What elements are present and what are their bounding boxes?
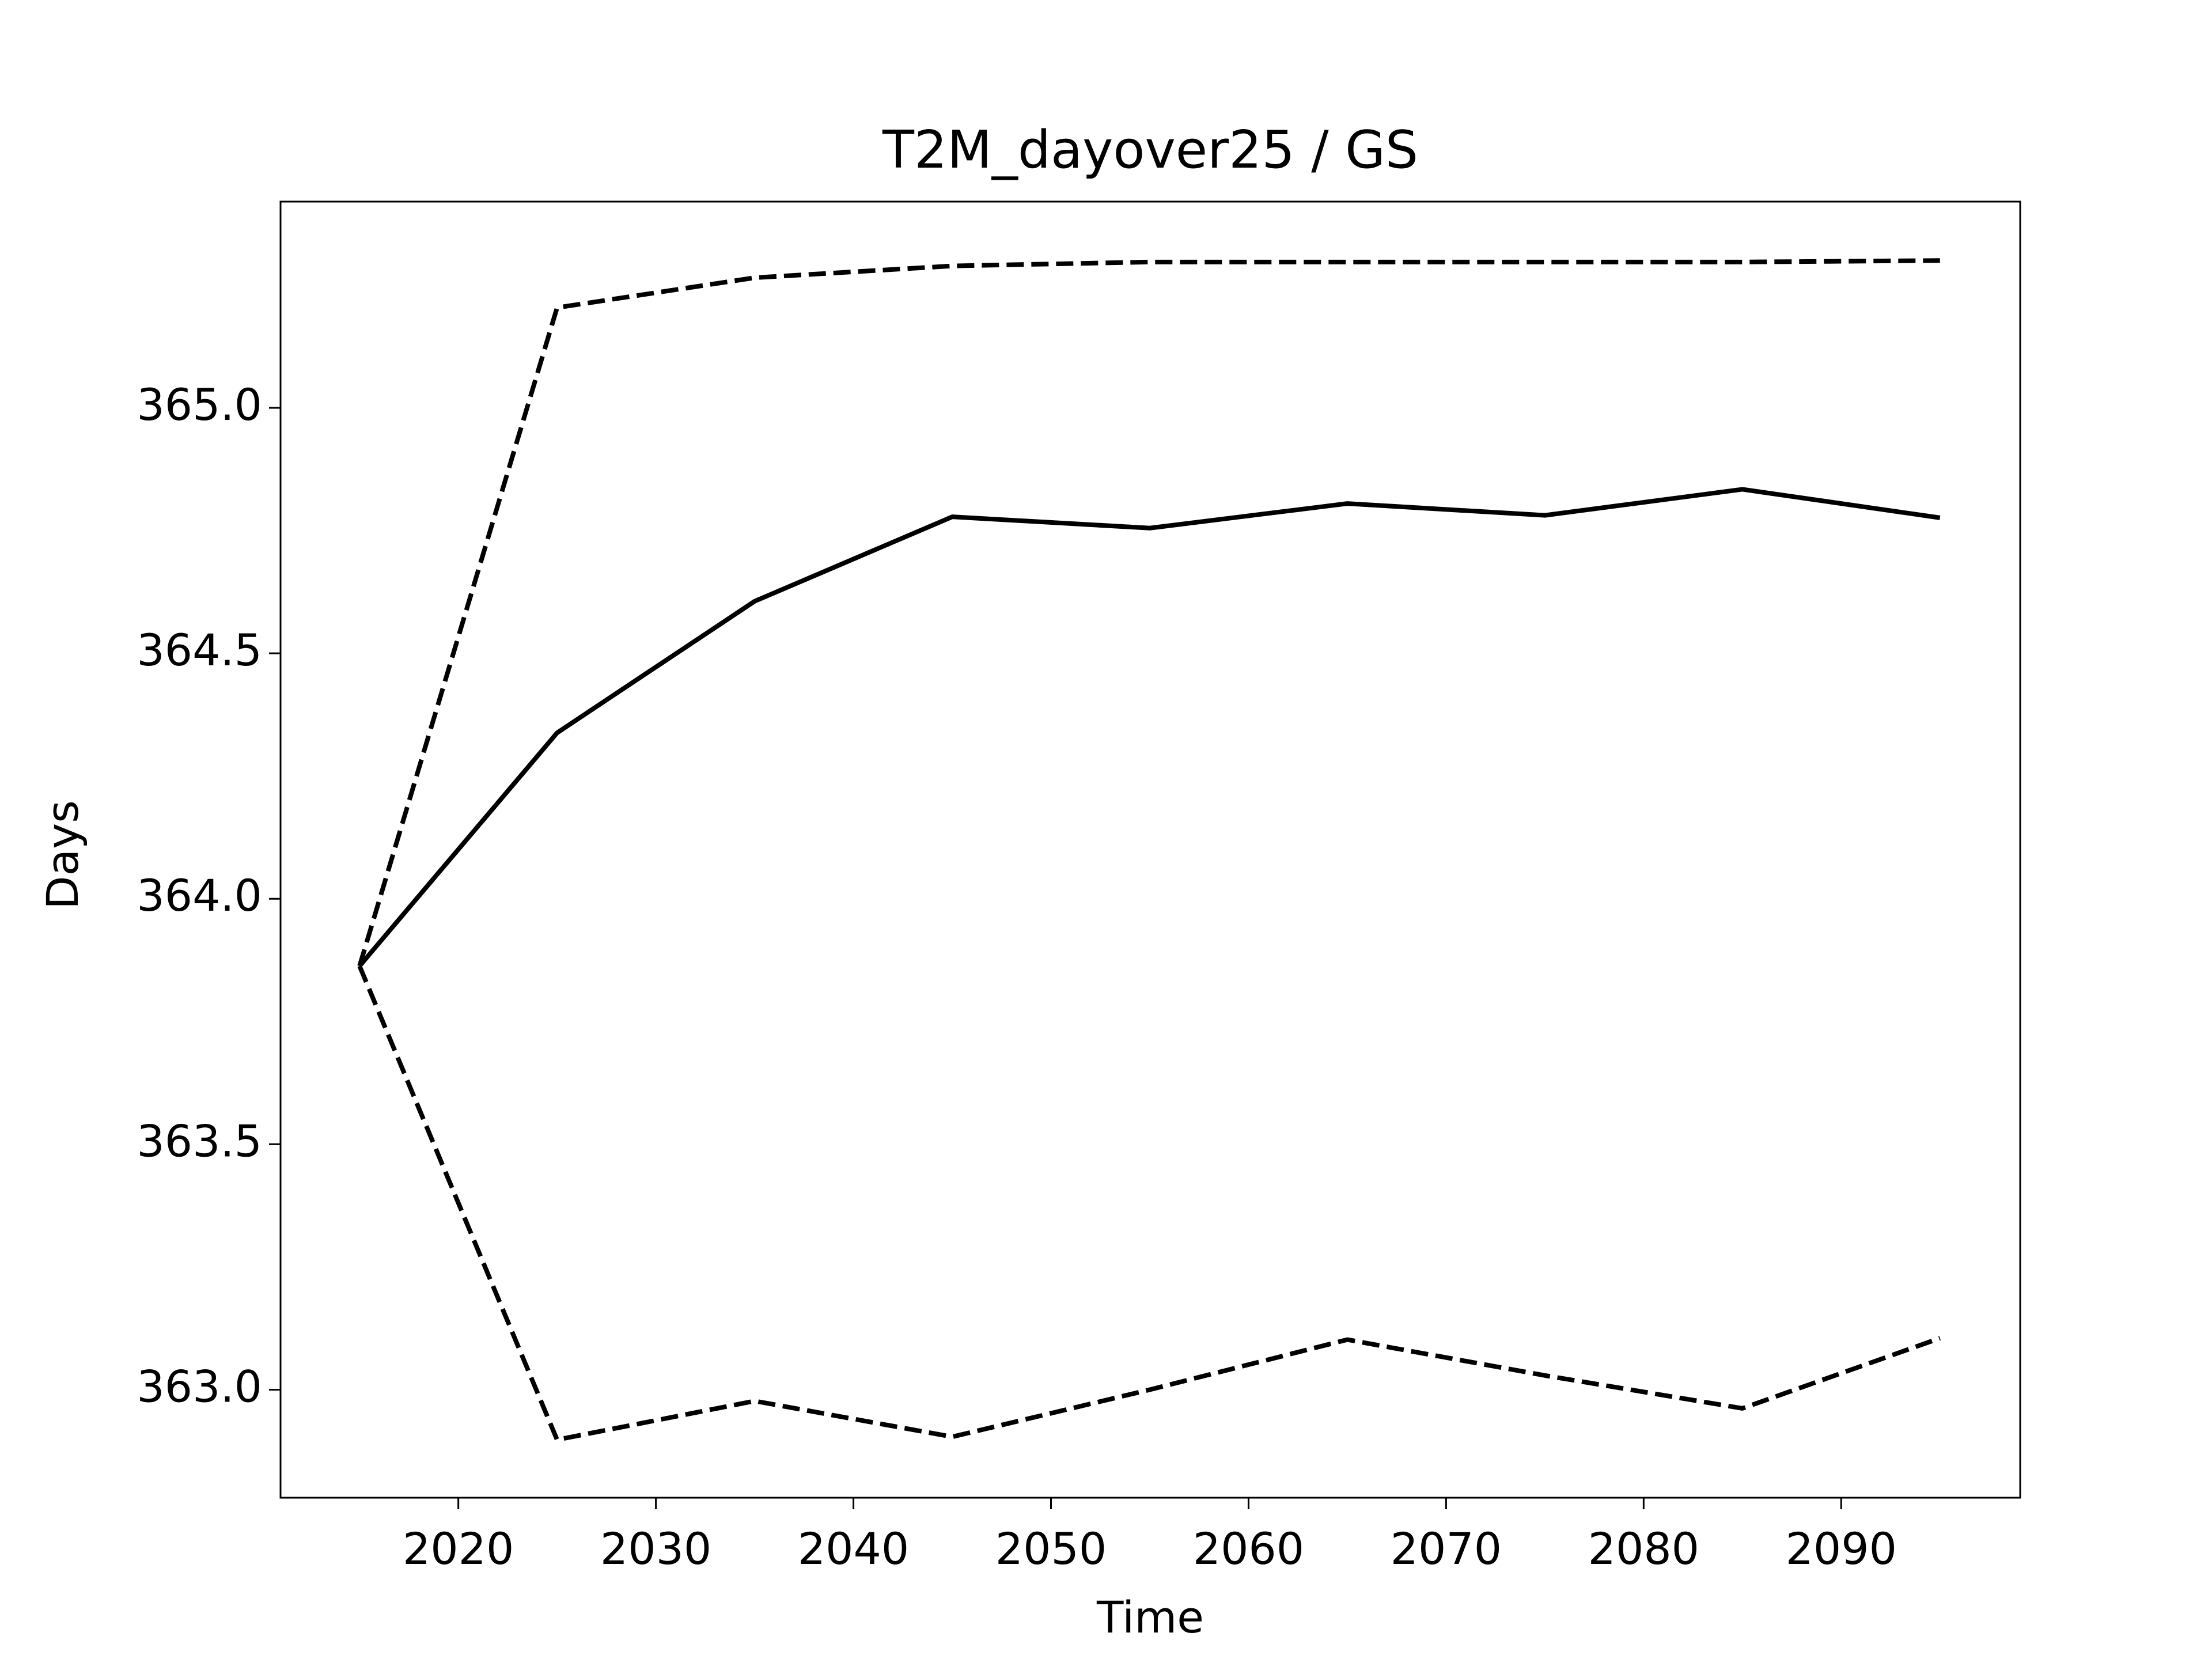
chart-title: T2M_dayover25 / GS [882,120,1418,180]
x-tick-label: 2020 [403,1523,514,1574]
x-tick-label: 2050 [995,1523,1107,1574]
y-tick-label: 364.0 [137,870,262,921]
x-tick-label: 2040 [798,1523,909,1574]
plot-frame [279,200,2021,1499]
x-axis-label: Time [1096,1592,1204,1643]
y-tick-label: 363.5 [137,1115,262,1166]
x-tick-label: 2080 [1588,1523,1699,1574]
x-tick-label: 2090 [1786,1523,1897,1574]
x-tick-label: 2070 [1391,1523,1502,1574]
y-axis-label: Days [37,800,88,910]
series-line [357,965,1941,1442]
y-tick-label: 363.0 [137,1361,262,1412]
series-line [358,487,1941,968]
series-line [357,258,1940,967]
y-tick-label: 364.5 [137,624,262,676]
x-tick-label: 2060 [1193,1523,1304,1574]
x-tick-label: 2030 [600,1523,711,1574]
y-tick-label: 365.0 [137,379,262,430]
